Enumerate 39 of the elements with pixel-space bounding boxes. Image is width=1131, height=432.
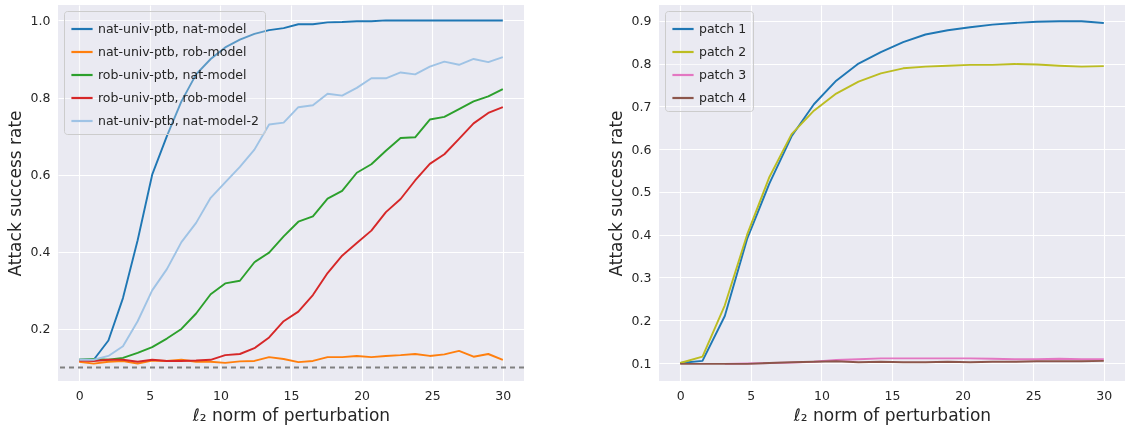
legend-label: patch 1 <box>699 21 747 36</box>
x-tick-label: 30 <box>1096 387 1113 403</box>
y-tick-label: 0.3 <box>631 269 652 285</box>
legend-label: rob-univ-ptb, rob-model <box>98 90 247 105</box>
x-tick-label: 15 <box>884 387 901 403</box>
y-tick-label: 0.9 <box>631 13 652 29</box>
y-axis-title: Attack success rate <box>605 110 626 277</box>
y-tick-label: 0.7 <box>631 98 652 114</box>
x-tick-label: 5 <box>146 387 155 403</box>
x-tick-label: 20 <box>955 387 972 403</box>
legend-label: patch 4 <box>699 90 747 105</box>
y-tick-label: 0.4 <box>30 244 51 260</box>
y-tick-label: 0.2 <box>631 312 652 328</box>
y-tick-label: 1.0 <box>30 12 51 28</box>
x-tick-label: 10 <box>813 387 830 403</box>
y-tick-label: 0.6 <box>631 141 652 157</box>
x-tick-label: 0 <box>75 387 84 403</box>
y-tick-label: 0.2 <box>30 321 51 337</box>
legend-label: patch 3 <box>699 67 747 82</box>
y-tick-label: 0.6 <box>30 167 51 183</box>
x-tick-label: 0 <box>676 387 685 403</box>
x-tick-label: 20 <box>354 387 371 403</box>
x-axis-title: ℓ₂ norm of perturbation <box>191 405 391 425</box>
y-tick-label: 0.5 <box>631 184 652 200</box>
y-tick-label: 0.8 <box>30 90 51 106</box>
x-tick-label: 5 <box>747 387 756 403</box>
y-tick-label: 0.4 <box>631 227 652 243</box>
x-tick-label: 25 <box>1025 387 1042 403</box>
legend-label: patch 2 <box>699 44 747 59</box>
x-axis-title: ℓ₂ norm of perturbation <box>792 405 992 425</box>
y-tick-label: 0.8 <box>631 56 652 72</box>
x-tick-label: 30 <box>495 387 512 403</box>
x-tick-label: 10 <box>212 387 229 403</box>
x-tick-label: 15 <box>283 387 300 403</box>
y-axis-title: Attack success rate <box>4 110 25 277</box>
x-tick-label: 25 <box>424 387 441 403</box>
line-series <box>78 349 504 365</box>
y-tick-label: 0.1 <box>631 355 652 371</box>
legend-label: nat-univ-ptb, nat-model <box>98 21 247 36</box>
